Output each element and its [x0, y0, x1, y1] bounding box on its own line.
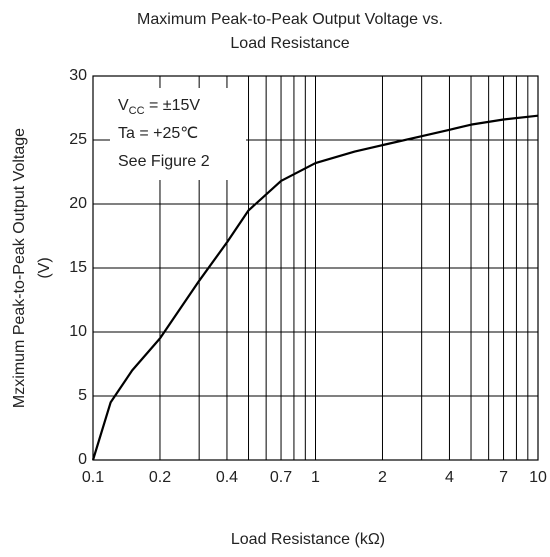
annotation: CC [129, 105, 145, 117]
annotation: = ±15V [145, 97, 201, 114]
annotation: VCC = ±15V [118, 97, 200, 117]
plot-frame [92, 75, 539, 461]
y-tick-label: 15 [69, 259, 87, 276]
chart-title: Maximum Peak-to-Peak Output Voltage vs. [137, 11, 443, 28]
x-tick-label: 4 [445, 469, 454, 486]
x-tick-label: 10 [529, 469, 547, 486]
y-tick-label: 30 [69, 67, 87, 84]
data-line [91, 114, 539, 461]
y-axis-label: Mzximum Peak-to-Peak Output Voltage [11, 128, 28, 408]
y-axis-label: (V) [36, 257, 53, 278]
x-tick-label: 0.2 [149, 469, 171, 486]
annotation: V [118, 97, 129, 114]
y-tick-label: 0 [78, 451, 87, 468]
annotation: Ta = +25℃ [118, 125, 198, 142]
annotation: See Figure 2 [118, 153, 210, 170]
y-tick-label: 25 [69, 131, 87, 148]
annotation-box [110, 88, 246, 180]
x-tick-label: 0.1 [82, 469, 104, 486]
y-tick-label: 5 [78, 387, 87, 404]
y-tick-label: 10 [69, 323, 87, 340]
x-axis-label: Load Resistance (kΩ) [231, 531, 385, 548]
x-tick-label: 0.7 [270, 469, 292, 486]
y-tick-label: 20 [69, 195, 87, 212]
x-tick-label: 1 [311, 469, 320, 486]
x-tick-label: 0.4 [216, 469, 238, 486]
x-tick-label: 7 [499, 469, 508, 486]
chart-title: Load Resistance [230, 35, 349, 52]
x-tick-label: 2 [378, 469, 387, 486]
